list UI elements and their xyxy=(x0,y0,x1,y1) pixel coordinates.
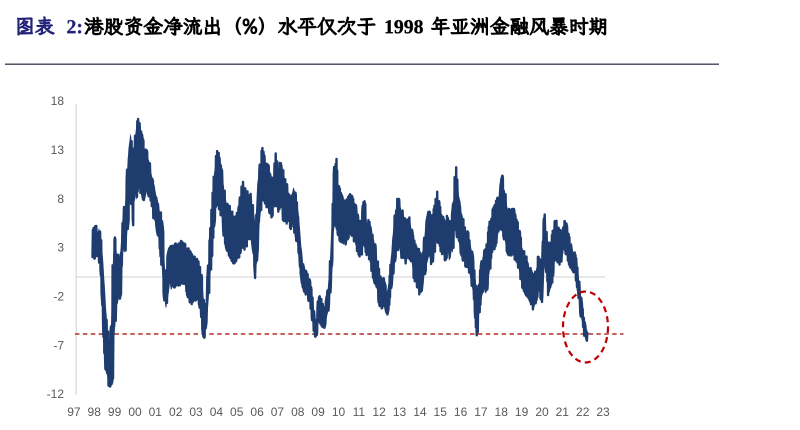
svg-text:98: 98 xyxy=(88,405,102,419)
svg-text:3: 3 xyxy=(57,241,64,255)
svg-text:-12: -12 xyxy=(47,387,65,401)
svg-text:07: 07 xyxy=(271,405,285,419)
svg-text:17: 17 xyxy=(474,405,488,419)
svg-text:18: 18 xyxy=(51,94,65,108)
svg-text:05: 05 xyxy=(230,405,244,419)
svg-text:06: 06 xyxy=(250,405,264,419)
svg-text:8: 8 xyxy=(57,192,64,206)
svg-text:11: 11 xyxy=(353,405,366,419)
svg-text:04: 04 xyxy=(210,405,224,419)
svg-text:99: 99 xyxy=(108,405,122,419)
svg-text:03: 03 xyxy=(189,405,203,419)
svg-text:10: 10 xyxy=(332,405,346,419)
svg-text:09: 09 xyxy=(311,405,325,419)
svg-text:00: 00 xyxy=(128,405,142,419)
svg-text:14: 14 xyxy=(413,405,427,419)
svg-text:13: 13 xyxy=(393,405,407,419)
svg-text:15: 15 xyxy=(434,405,448,419)
svg-text:-7: -7 xyxy=(53,338,64,352)
svg-text:-2: -2 xyxy=(53,290,64,304)
svg-text:02: 02 xyxy=(169,405,183,419)
svg-text:20: 20 xyxy=(535,405,549,419)
svg-text:23: 23 xyxy=(596,405,610,419)
svg-text:22: 22 xyxy=(576,405,590,419)
svg-text:97: 97 xyxy=(67,405,81,419)
svg-text:08: 08 xyxy=(291,405,305,419)
svg-text:16: 16 xyxy=(454,405,468,419)
svg-text:19: 19 xyxy=(515,405,529,419)
svg-text:12: 12 xyxy=(372,405,386,419)
svg-text:18: 18 xyxy=(495,405,509,419)
svg-text:13: 13 xyxy=(51,143,65,157)
svg-text:21: 21 xyxy=(556,405,570,419)
svg-text:01: 01 xyxy=(149,405,163,419)
